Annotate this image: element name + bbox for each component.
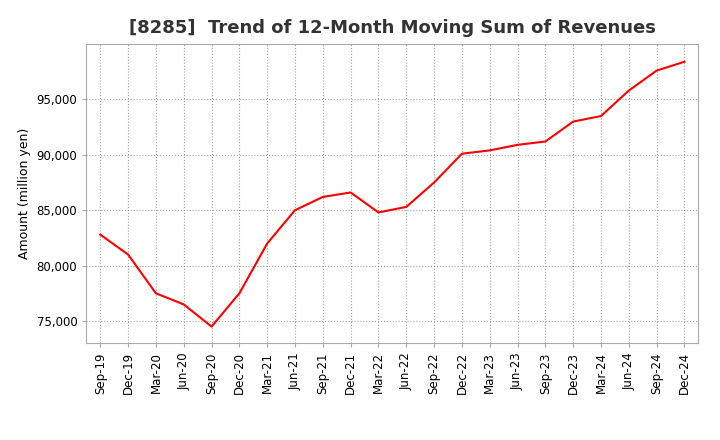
Title: [8285]  Trend of 12-Month Moving Sum of Revenues: [8285] Trend of 12-Month Moving Sum of R… bbox=[129, 19, 656, 37]
Y-axis label: Amount (million yen): Amount (million yen) bbox=[18, 128, 31, 259]
